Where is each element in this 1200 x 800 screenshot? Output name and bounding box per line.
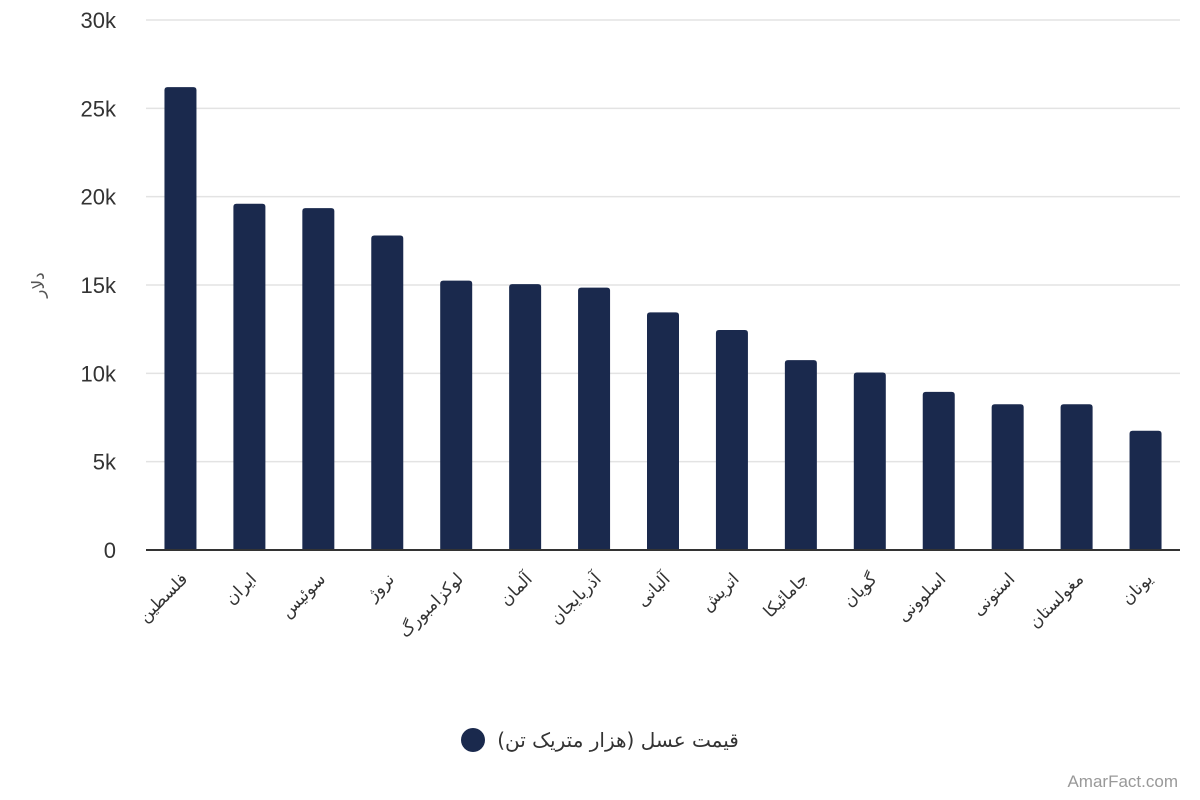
x-tick-label: آلمان: [495, 567, 538, 610]
bar[interactable]: [647, 312, 679, 550]
y-tick-labels: 0 5k 10k 15k 20k 25k 30k: [81, 8, 117, 563]
bars: [164, 87, 1162, 551]
legend[interactable]: قیمت عسل (هزار متریک تن): [0, 722, 1200, 758]
x-tick-label: نروژ: [362, 569, 398, 605]
bar[interactable]: [578, 287, 611, 550]
x-tick-label: جامائیکا: [760, 569, 813, 622]
bar[interactable]: [991, 404, 1024, 550]
y-tick-label: 30k: [81, 8, 117, 33]
x-tick-label: گویان: [839, 568, 882, 611]
y-tick-label: 10k: [81, 361, 117, 386]
x-tick-label: آلبانی: [631, 567, 675, 611]
bar[interactable]: [302, 208, 335, 550]
legend-swatch: [461, 728, 486, 752]
x-tick-label: اسلوونی: [893, 569, 950, 626]
x-tick-label: اتریش: [697, 569, 743, 615]
bar[interactable]: [371, 235, 404, 551]
x-tick-label: ایران: [221, 569, 261, 609]
y-tick-label: 5k: [93, 450, 117, 475]
x-tick-label: سوئیس: [277, 569, 330, 622]
y-axis-title: دلار: [29, 272, 49, 298]
y-tick-label: 25k: [81, 96, 117, 121]
bar[interactable]: [715, 330, 748, 550]
x-tick-label: آذربایجان: [545, 567, 607, 629]
x-tick-label: استونی: [968, 569, 1019, 620]
legend-label: قیمت عسل (هزار متریک تن): [497, 728, 739, 752]
bar[interactable]: [509, 284, 542, 550]
watermark: AmarFact.com: [1067, 772, 1178, 791]
x-tick-label: فلسطین: [135, 569, 192, 626]
bar[interactable]: [922, 391, 955, 550]
x-tick-label: مغولستان: [1025, 569, 1088, 632]
x-tick-label: لوکزامبورگ: [394, 569, 467, 642]
bar[interactable]: [853, 372, 886, 550]
bar[interactable]: [233, 203, 266, 550]
bar[interactable]: [784, 360, 817, 550]
x-tick-label: یونان: [1118, 569, 1158, 609]
bar[interactable]: [164, 87, 197, 550]
bar[interactable]: [440, 280, 473, 550]
bar[interactable]: [1129, 430, 1162, 550]
y-tick-label: 15k: [81, 273, 117, 298]
y-tick-label: 0: [104, 538, 116, 563]
y-tick-label: 20k: [81, 185, 117, 210]
bar[interactable]: [1060, 404, 1093, 550]
